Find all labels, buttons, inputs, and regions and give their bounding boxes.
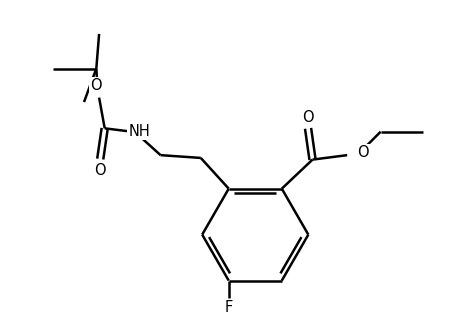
Text: F: F	[224, 300, 232, 315]
Text: O: O	[94, 163, 106, 178]
Text: O: O	[90, 78, 102, 93]
Text: NH: NH	[128, 124, 150, 139]
Text: O: O	[302, 110, 313, 125]
Text: O: O	[357, 145, 368, 160]
